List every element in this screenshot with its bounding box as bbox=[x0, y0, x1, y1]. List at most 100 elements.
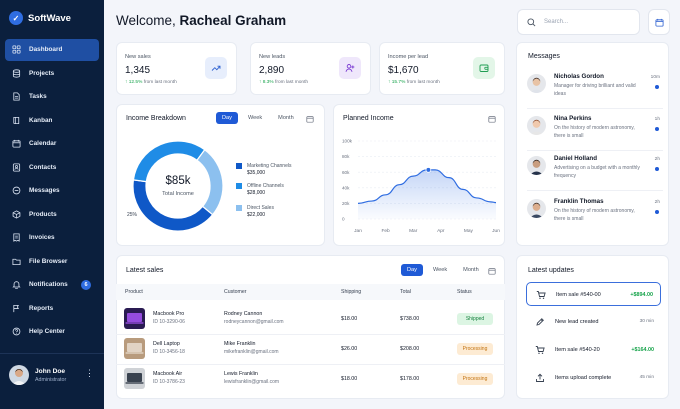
table-header bbox=[116, 284, 505, 300]
user-role: Administrator bbox=[35, 376, 67, 383]
avatar bbox=[527, 156, 546, 175]
x-tick-label: Apr bbox=[437, 228, 445, 234]
status-badge: Processing bbox=[457, 373, 493, 385]
col-customer: Customer bbox=[224, 289, 247, 295]
update-item[interactable]: New lead created 30 min bbox=[526, 310, 661, 334]
avatar bbox=[527, 74, 546, 93]
search-input[interactable]: Search... bbox=[517, 9, 640, 35]
stat-trend: ↑ 8.3% from last month bbox=[259, 80, 308, 85]
message-item[interactable]: Franklin Thomas On the history of modern… bbox=[527, 196, 663, 236]
customer-name: Rodney Cannon bbox=[224, 311, 263, 317]
customer-email[interactable]: mikefranklin@gmail.com bbox=[224, 349, 279, 355]
user-profile[interactable]: John Doe Administrator bbox=[9, 365, 66, 385]
donut-slice-direct-sales bbox=[196, 148, 224, 216]
sidebar-item-dashboard[interactable]: Dashboard bbox=[5, 39, 99, 61]
sidebar-item-calendar[interactable]: Calendar bbox=[5, 133, 99, 155]
customer-cell: Lewis Franklin lewisfranklin@gmail.com bbox=[224, 371, 279, 385]
sidebar-item-notifications[interactable]: Notifications 6 bbox=[5, 274, 99, 296]
message-preview: Manager for driving brilliant and valid … bbox=[554, 83, 636, 97]
message-time: 1h bbox=[654, 117, 660, 122]
sidebar-item-label: Contacts bbox=[29, 163, 57, 171]
tab-week[interactable]: Week bbox=[247, 115, 263, 121]
tab-day[interactable]: Day bbox=[216, 112, 238, 124]
update-item[interactable]: Items upload complete 45 min bbox=[526, 366, 661, 390]
sidebar-item-messages[interactable]: Messages bbox=[5, 180, 99, 202]
status-badge: Processing bbox=[457, 343, 493, 355]
message-sender: Daniel Holland bbox=[554, 155, 597, 162]
x-tick-label: Jan bbox=[354, 228, 362, 234]
user-menu-button[interactable]: ⋮ bbox=[85, 368, 94, 378]
sidebar-item-help-center[interactable]: Help Center bbox=[5, 321, 99, 343]
calendar-button[interactable] bbox=[648, 9, 670, 35]
divider bbox=[116, 364, 505, 365]
message-preview: On the history of modern astronomy, ther… bbox=[554, 208, 635, 222]
planned-income-chart: 100k 80k 60k 40k 20k 0 Jan Feb Mar Apr May Jun bbox=[342, 139, 500, 234]
shipping-cell: $18.00 bbox=[341, 316, 358, 322]
sidebar-divider bbox=[0, 353, 104, 354]
sidebar-item-contacts[interactable]: Contacts bbox=[5, 157, 99, 179]
message-time: 2h bbox=[654, 200, 660, 205]
message-item[interactable]: Nina Perkins On the history of modern as… bbox=[527, 113, 663, 153]
sidebar-item-products[interactable]: Products bbox=[5, 204, 99, 226]
sidebar-item-reports[interactable]: Reports bbox=[5, 298, 99, 320]
message-time: 10m bbox=[650, 75, 660, 80]
x-tick-label: Mar bbox=[409, 228, 418, 234]
greeting: Welcome, bbox=[116, 13, 176, 28]
message-item[interactable]: Nicholas Gordon Manager for driving bril… bbox=[527, 71, 663, 111]
message-item[interactable]: Daniel Holland Advertising on a budget w… bbox=[527, 153, 663, 193]
customer-name: Mike Franklin bbox=[224, 341, 256, 347]
brand-logo[interactable]: ✓ SoftWave bbox=[9, 11, 71, 25]
customer-email[interactable]: rodneycannon@gmail.com bbox=[224, 319, 284, 325]
customer-email[interactable]: lewisfranklin@gmail.com bbox=[224, 379, 280, 385]
message-preview: On the history of modern astronomy, ther… bbox=[554, 125, 635, 139]
stat-value: $1,670 bbox=[388, 65, 419, 76]
calendar-icon[interactable] bbox=[306, 115, 314, 123]
col-product: Product bbox=[125, 289, 143, 295]
update-text: Item sale #540-00 bbox=[556, 292, 601, 298]
tab-month[interactable]: Month bbox=[463, 267, 479, 273]
update-value: 45 min bbox=[639, 375, 654, 380]
sidebar: ✓ SoftWave Dashboard Projects Tasks Kanban C… bbox=[0, 0, 104, 409]
tab-month[interactable]: Month bbox=[278, 115, 294, 121]
customer-cell: Mike Franklin mikefranklin@gmail.com bbox=[224, 341, 279, 355]
stat-icon-tile bbox=[339, 57, 361, 79]
sidebar-item-kanban[interactable]: Kanban bbox=[5, 110, 99, 132]
chat-icon bbox=[12, 186, 21, 195]
legend-swatch bbox=[236, 183, 242, 189]
sidebar-item-tasks[interactable]: Tasks bbox=[5, 86, 99, 108]
sidebar-item-projects[interactable]: Projects bbox=[5, 63, 99, 85]
stat-card-new-leads: New leads 2,890 ↑ 8.3% from last month bbox=[250, 42, 371, 95]
message-time: 2h bbox=[654, 157, 660, 162]
sidebar-item-label: File Browser bbox=[29, 257, 68, 265]
x-tick-label: Jun bbox=[492, 228, 500, 234]
sidebar-item-invoices[interactable]: Invoices bbox=[5, 227, 99, 249]
welcome-user-name: Racheal Graham bbox=[179, 13, 287, 28]
stat-value: 1,345 bbox=[125, 65, 151, 76]
latest-sales-title: Latest sales bbox=[126, 267, 164, 274]
tab-week[interactable]: Week bbox=[432, 267, 448, 273]
tab-day[interactable]: Day bbox=[401, 264, 423, 276]
avatar bbox=[9, 365, 29, 385]
sidebar-item-label: Calendar bbox=[29, 140, 57, 148]
book-icon bbox=[13, 116, 20, 124]
calendar-icon[interactable] bbox=[488, 115, 496, 123]
help-icon bbox=[12, 327, 21, 336]
calendar-icon[interactable] bbox=[488, 267, 496, 275]
cart-icon bbox=[536, 291, 546, 299]
update-value: +$894.00 bbox=[630, 292, 653, 298]
divider bbox=[116, 334, 505, 335]
highlight-point[interactable] bbox=[425, 167, 432, 173]
income-donut-chart bbox=[132, 140, 224, 232]
box-icon bbox=[12, 210, 21, 219]
stat-label: Income per lead bbox=[388, 54, 429, 60]
y-tick-label: 40k bbox=[342, 185, 350, 190]
y-tick-label: 100k bbox=[342, 139, 353, 144]
col-total: Total bbox=[400, 289, 411, 295]
trend-icon bbox=[211, 65, 221, 71]
x-tick-label: May bbox=[464, 228, 474, 234]
update-item[interactable]: Item sale #540-20 +$164.00 bbox=[526, 338, 661, 362]
update-item[interactable]: Item sale #540-00 +$894.00 bbox=[526, 282, 661, 306]
stat-label: New sales bbox=[125, 54, 151, 60]
sidebar-item-file-browser[interactable]: File Browser bbox=[5, 251, 99, 273]
flag-icon bbox=[13, 304, 19, 312]
